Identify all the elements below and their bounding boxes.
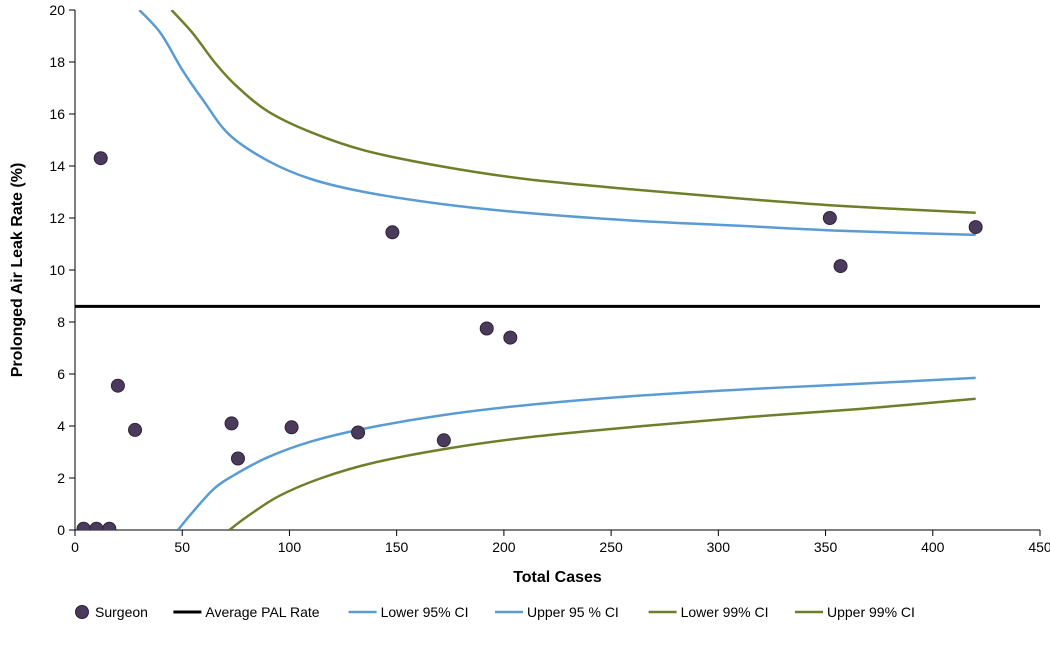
y-tick-label: 10 [49,262,65,278]
surgeon-point [231,452,244,465]
surgeon-point [969,221,982,234]
x-tick-label: 250 [599,539,623,555]
x-tick-label: 50 [174,539,190,555]
x-tick-label: 0 [71,539,79,555]
surgeon-point [285,421,298,434]
x-tick-label: 350 [814,539,838,555]
x-tick-label: 450 [1028,539,1050,555]
surgeon-point [111,379,124,392]
chart-svg: 0 50 100 150 200 250 300 350 400 450 0 2 4 6 8 10 12 14 16… [0,0,1050,646]
y-tick-label: 14 [49,158,65,174]
legend-marker-icon [76,606,89,619]
surgeon-point [480,322,493,335]
y-tick-label: 20 [49,2,65,18]
x-tick-label: 150 [385,539,409,555]
surgeon-point [834,260,847,273]
surgeon-point [437,434,450,447]
legend-label: Lower 99% CI [681,604,769,620]
y-axis-label: Prolonged Air Leak Rate (%) [9,163,26,378]
x-tick-label: 200 [492,539,516,555]
x-tick-label: 100 [278,539,302,555]
surgeon-point [352,426,365,439]
legend-label: Lower 95% CI [381,604,469,620]
y-tick-label: 6 [57,366,65,382]
funnel-plot-chart: 0 50 100 150 200 250 300 350 400 450 0 2 4 6 8 10 12 14 16… [0,0,1050,646]
y-tick-label: 0 [57,522,65,538]
x-tick-label: 300 [707,539,731,555]
y-tick-label: 8 [57,314,65,330]
legend-label: Surgeon [95,604,148,620]
surgeon-point [823,212,836,225]
surgeon-point [129,423,142,436]
legend-label: Average PAL Rate [205,604,319,620]
y-tick-label: 12 [49,210,65,226]
surgeon-point [504,331,517,344]
surgeon-point [225,417,238,430]
y-tick-label: 16 [49,106,65,122]
x-tick-label: 400 [921,539,945,555]
legend-label: Upper 95 % CI [527,604,619,620]
y-tick-label: 4 [57,418,65,434]
legend-label: Upper 99% CI [827,604,915,620]
x-axis-label: Total Cases [513,569,602,586]
surgeon-point [94,152,107,165]
y-tick-label: 18 [49,54,65,70]
y-tick-label: 2 [57,470,65,486]
surgeon-point [386,226,399,239]
